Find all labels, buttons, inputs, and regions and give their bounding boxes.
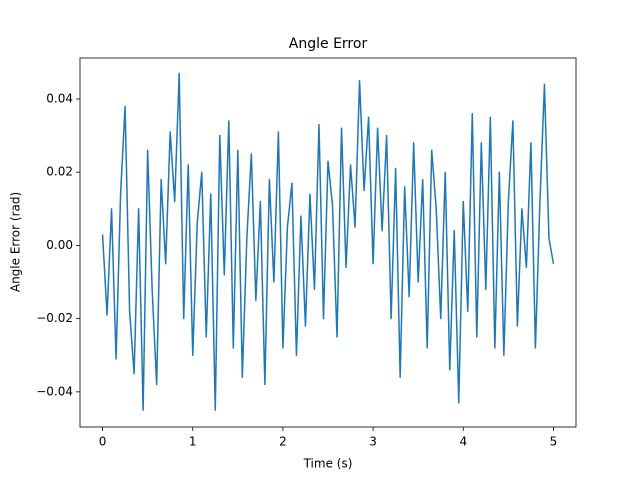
x-tick-label: 2 [279,435,287,449]
x-tick-label: 0 [99,435,107,449]
x-tick-label: 1 [189,435,197,449]
y-tick-label: 0.04 [46,92,73,106]
x-tick-label: 3 [369,435,377,449]
x-axis-label: Time (s) [303,457,353,471]
y-tick-label: 0.02 [46,165,73,179]
x-tick-label: 5 [550,435,558,449]
data-line [101,72,555,411]
y-tick-label: −0.04 [36,384,73,398]
plot-frame [79,57,577,428]
x-tick-label: 4 [459,435,467,449]
y-axis-label: Angle Error (rad) [9,192,23,292]
y-tick-label: 0.00 [46,238,73,252]
y-tick-label: −0.02 [36,311,73,325]
chart-title: Angle Error [289,36,368,52]
